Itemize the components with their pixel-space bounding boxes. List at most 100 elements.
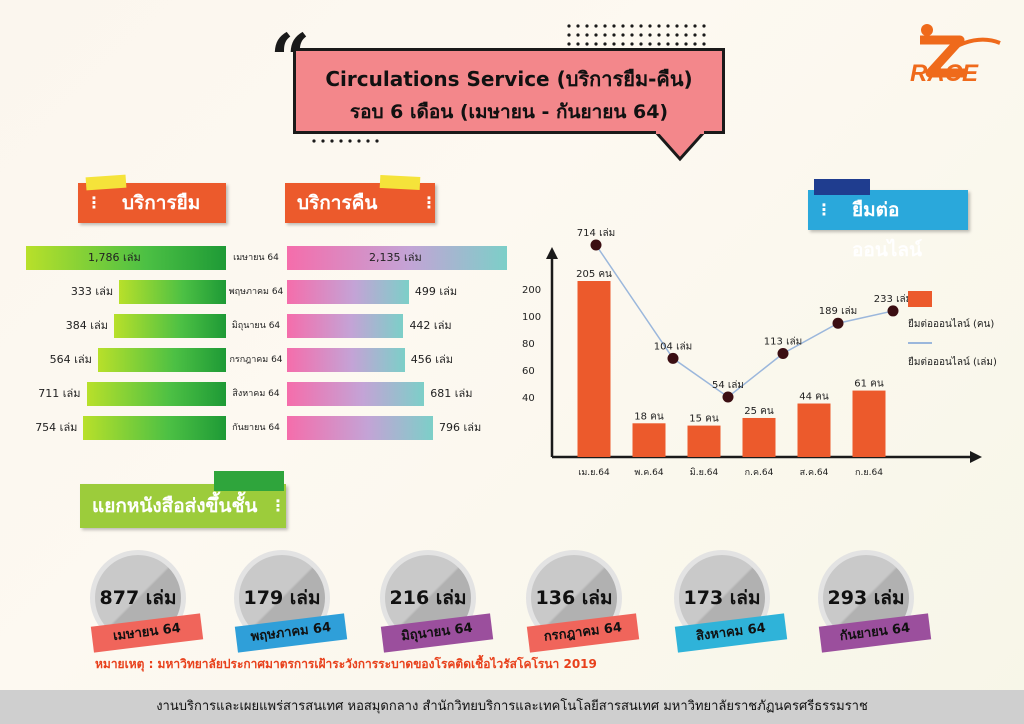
note-text: หมายเหตุ : มหาวิทยาลัยประกาศมาตรการเฝ้าร…: [95, 657, 597, 671]
return-value-label: 499 เล่ม: [414, 285, 458, 298]
online-line-point: [777, 348, 789, 360]
online-bar-label: 44 คน: [799, 392, 829, 403]
section-online: ⋮ ยืมต่อออนไลน์: [808, 179, 968, 261]
level-value: 216 เล่ม: [389, 587, 467, 609]
return-value-label: 442 เล่ม: [409, 319, 452, 332]
online-bar: [797, 403, 831, 457]
online-line: [595, 244, 894, 398]
month-label: พฤษภาคม 64: [228, 287, 284, 297]
x-tick-label: เม.ย.64: [578, 468, 610, 478]
return-bar: [287, 382, 425, 406]
online-line-point: [667, 352, 679, 364]
section-borrow: ⋮ บริการยืม: [78, 174, 226, 223]
race-logo-icon: [920, 24, 1001, 78]
online-bar-label: 18 คน: [634, 411, 664, 422]
dots-icon: ⋮: [421, 193, 437, 212]
y-tick-label: 40: [522, 393, 535, 404]
online-line-point: [590, 239, 602, 251]
level-value: 136 เล่ม: [535, 587, 613, 609]
online-bar: [577, 281, 611, 457]
borrow-value-label: 711 เล่ม: [38, 387, 81, 400]
tape-decor: [85, 174, 127, 191]
borrow-bar: [83, 416, 226, 440]
return-value-label: 681 เล่ม: [430, 387, 473, 400]
y-axis-arrow-icon: [546, 247, 558, 259]
section-return-label: บริการคืน: [297, 192, 378, 214]
borrow-bar: [26, 246, 226, 270]
level-value: 293 เล่ม: [827, 587, 905, 609]
online-line-label: 104 เล่ม: [654, 341, 692, 352]
x-tick-label: ก.ย.64: [855, 468, 883, 478]
footer-text: งานบริการและเผยแพร่สารสนเทศ หอสมุดกลาง ส…: [0, 690, 1024, 724]
section-online-label: ยืมต่อออนไลน์: [852, 199, 922, 261]
level-value: 173 เล่ม: [683, 587, 761, 609]
online-line-label: 113 เล่ม: [764, 337, 802, 348]
online-bar: [852, 390, 886, 457]
legend-label: ยืมต่อออนไลน์ (เล่ม): [908, 356, 997, 368]
return-bar: [287, 416, 433, 440]
dots-icon: ⋮: [270, 496, 286, 515]
return-value-label: 456 เล่ม: [410, 353, 454, 366]
section-levels-label: แยกหนังสือส่งขึ้นชั้น: [92, 495, 258, 517]
section-borrow-label: บริการยืม: [122, 192, 201, 214]
y-tick-label: 80: [522, 339, 535, 350]
online-line-point: [887, 305, 899, 317]
level-value: 877 เล่ม: [99, 587, 177, 609]
month-label: มิถุนายน 64: [231, 321, 281, 331]
return-bar: [287, 280, 409, 304]
return-value-label: 2,135 เล่ม: [369, 251, 422, 264]
x-tick-label: มิ.ย.64: [690, 467, 719, 478]
borrow-value-label: 754 เล่ม: [35, 421, 78, 434]
online-bar-label: 205 คน: [576, 269, 612, 280]
month-label: เมษายน 64: [233, 253, 279, 263]
return-bar: [287, 246, 507, 270]
bubble-tail: [652, 131, 708, 162]
borrow-value-label: 1,786 เล่ม: [88, 251, 141, 264]
online-line-point: [722, 391, 734, 403]
borrow-bar: [86, 382, 226, 406]
borrow-bar: [113, 314, 226, 338]
online-bar-label: 61 คน: [854, 379, 884, 390]
x-tick-label: พ.ค.64: [634, 468, 663, 478]
x-tick-label: ก.ค.64: [745, 468, 774, 478]
online-bar: [632, 423, 666, 457]
online-line-label: 714 เล่ม: [577, 228, 615, 239]
dots-icon: ⋮: [86, 193, 102, 212]
online-line-label: 54 เล่ม: [712, 380, 744, 391]
y-tick-label: 200: [522, 285, 541, 296]
borrow-bar: [97, 348, 226, 372]
month-label: กรกฎาคม 64: [229, 355, 283, 365]
title-bubble: Circulations Service (บริการยืม-คืน) รอบ…: [293, 48, 725, 134]
online-line-point: [832, 317, 844, 329]
borrow-value-label: 564 เล่ม: [49, 353, 92, 366]
x-tick-label: ส.ค.64: [800, 468, 829, 478]
return-value-label: 796 เล่ม: [439, 421, 482, 434]
legend-swatch-bar: [908, 291, 932, 307]
return-bar: [287, 348, 405, 372]
tape-decor: [814, 179, 870, 195]
y-tick-label: 60: [522, 366, 535, 377]
borrow-value-label: 384 เล่ม: [65, 319, 108, 332]
y-tick-label: 100: [522, 312, 541, 323]
section-levels: แยกหนังสือส่งขึ้นชั้น ⋮: [80, 471, 286, 528]
borrow-value-label: 333 เล่ม: [70, 285, 114, 298]
online-bar: [742, 417, 776, 457]
section-return: บริการคืน ⋮: [285, 174, 437, 223]
x-axis-arrow-icon: [970, 451, 982, 463]
borrow-bar: [119, 280, 226, 304]
month-label: กันยายน 64: [232, 423, 280, 433]
online-bar-label: 25 คน: [744, 406, 774, 417]
dots-icon: ⋮: [816, 200, 832, 219]
page-title: Circulations Service (บริการยืม-คืน): [325, 67, 693, 91]
online-bar: [687, 425, 721, 457]
level-value: 179 เล่ม: [243, 587, 321, 609]
return-bar: [287, 314, 404, 338]
online-bar-label: 15 คน: [689, 414, 719, 425]
online-line-label: 233 เล่ม: [874, 294, 912, 305]
legend-label: ยืมต่อออนไลน์ (คน): [908, 318, 995, 330]
tape-decor: [214, 471, 284, 491]
page-subtitle: รอบ 6 เดือน (เมษายน - กันยายน 64): [349, 101, 669, 123]
month-label: สิงหาคม 64: [232, 389, 280, 399]
tape-decor: [379, 174, 421, 191]
